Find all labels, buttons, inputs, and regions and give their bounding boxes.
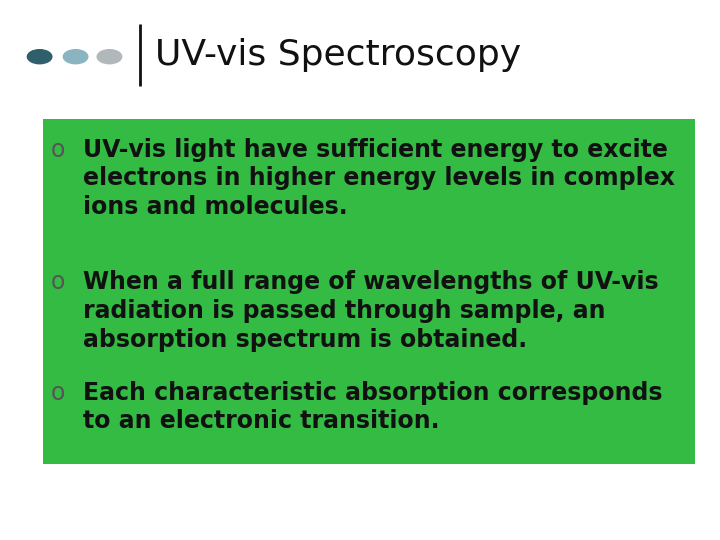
- Ellipse shape: [63, 50, 88, 64]
- Text: o: o: [50, 270, 65, 294]
- Text: Each characteristic absorption corresponds
to an electronic transition.: Each characteristic absorption correspon…: [83, 381, 662, 434]
- FancyBboxPatch shape: [43, 119, 695, 464]
- Ellipse shape: [27, 50, 52, 64]
- Text: o: o: [50, 381, 65, 404]
- Text: o: o: [50, 138, 65, 161]
- Text: UV-vis Spectroscopy: UV-vis Spectroscopy: [155, 38, 521, 72]
- Text: UV-vis light have sufficient energy to excite
electrons in higher energy levels : UV-vis light have sufficient energy to e…: [83, 138, 675, 219]
- Text: When a full range of wavelengths of UV-vis
radiation is passed through sample, a: When a full range of wavelengths of UV-v…: [83, 270, 658, 352]
- Ellipse shape: [97, 50, 122, 64]
